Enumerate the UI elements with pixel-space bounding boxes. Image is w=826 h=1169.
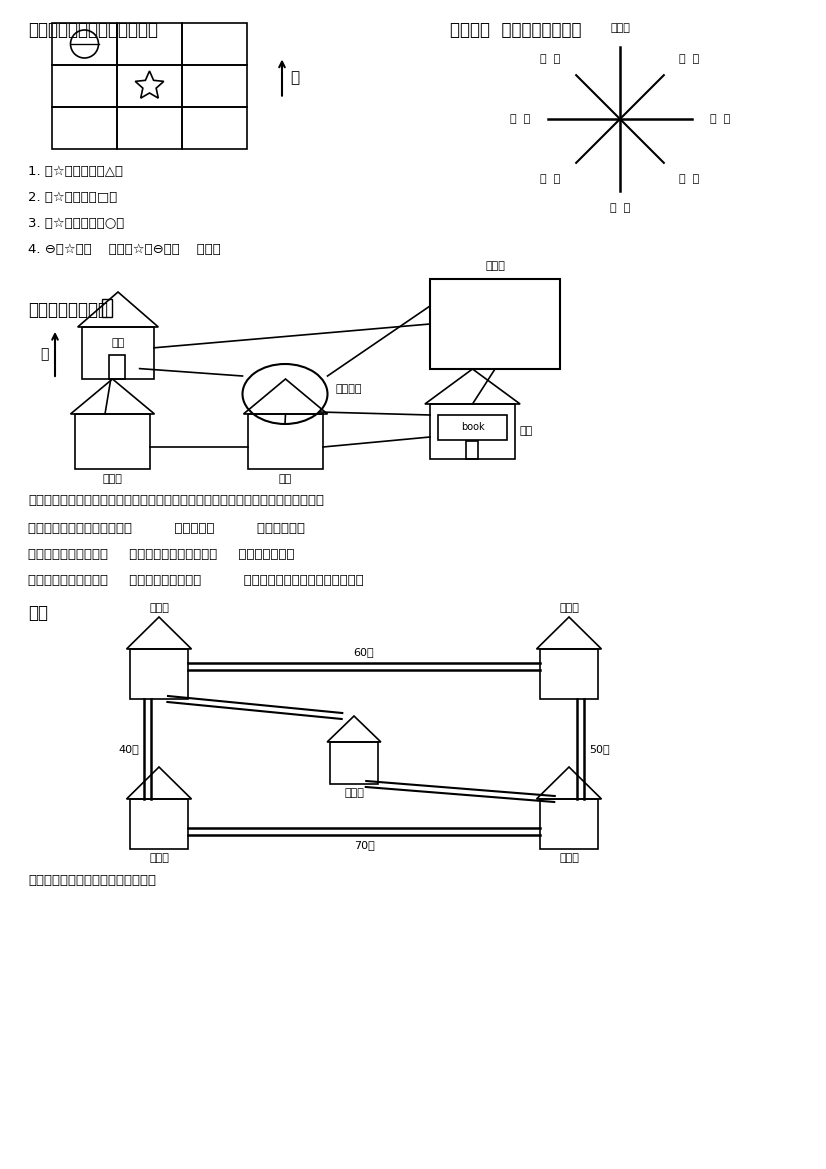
Bar <box>75 414 150 469</box>
Text: 小鹿家: 小鹿家 <box>149 853 169 863</box>
Text: 小狗家: 小狗家 <box>559 603 579 613</box>
Text: （  ）: （ ） <box>510 115 530 124</box>
Text: ⑴从甜品屋出发，向北走到（          ），再向（          ）走到电影院: ⑴从甜品屋出发，向北走到（ ），再向（ ）走到电影院 <box>28 523 305 535</box>
Text: （  ）: （ ） <box>540 54 561 63</box>
Text: 花店: 花店 <box>279 473 292 484</box>
Bar <box>540 649 598 699</box>
Bar <box>182 65 247 108</box>
Text: 北: 北 <box>40 347 49 361</box>
Text: （  ）: （ ） <box>679 54 700 63</box>
Bar <box>248 414 323 469</box>
Bar <box>438 415 507 440</box>
Bar <box>52 65 117 108</box>
Bar <box>130 798 188 849</box>
Bar <box>182 108 247 148</box>
Text: ⑶从甜品屋出发，向（     ）走到花店，再向（          ）走到书店，再向北走到电影院。: ⑶从甜品屋出发，向（ ）走到花店，再向（ ）走到书店，再向北走到电影院。 <box>28 574 363 587</box>
Bar <box>102 299 112 317</box>
Bar <box>82 327 154 379</box>
Bar <box>330 742 378 784</box>
Text: 小猪要到小猴家玩，它可以怎么走？: 小猪要到小猴家玩，它可以怎么走？ <box>28 874 156 887</box>
Text: 北: 北 <box>290 70 299 85</box>
Bar <box>52 108 117 148</box>
Text: 甜品屋: 甜品屋 <box>102 473 122 484</box>
Text: 衔心花园: 衔心花园 <box>335 383 362 394</box>
Text: 60米: 60米 <box>354 646 374 657</box>
Bar <box>130 649 188 699</box>
Bar <box>117 23 182 65</box>
Text: 电影院: 电影院 <box>485 261 505 271</box>
Bar <box>117 108 182 148</box>
Text: 一、在（  ）里填出八个方向: 一、在（ ）里填出八个方向 <box>450 21 582 39</box>
Bar <box>430 404 515 459</box>
Text: 红红从甜品屋出发到电影院，她可以有下面几种走法。请把红红的行走路线填完整。: 红红从甜品屋出发到电影院，她可以有下面几种走法。请把红红的行走路线填完整。 <box>28 494 324 507</box>
Text: （  ）: （ ） <box>540 174 561 185</box>
Text: 二、按要求画图形，并填一填: 二、按要求画图形，并填一填 <box>28 21 158 39</box>
Bar <box>540 798 598 849</box>
Bar <box>109 355 126 379</box>
Text: book: book <box>461 422 484 433</box>
Text: 3. 在☆的东北面画○。: 3. 在☆的东北面画○。 <box>28 217 124 230</box>
Text: 小兔家: 小兔家 <box>344 788 364 798</box>
Text: （北）: （北） <box>610 23 630 33</box>
Text: 小猪家: 小猪家 <box>149 603 169 613</box>
Text: 4. ⊖在☆的（    ）面，☆在⊖的（    ）面。: 4. ⊖在☆的（ ）面，☆在⊖的（ ）面。 <box>28 243 221 256</box>
Bar <box>430 279 560 369</box>
Text: 50米: 50米 <box>589 743 610 754</box>
Bar <box>52 23 117 65</box>
Text: ⑵从甜品屋出发，向（     ）走到衔心花园，再向（     ）走到电影院。: ⑵从甜品屋出发，向（ ）走到衔心花园，再向（ ）走到电影院。 <box>28 548 295 561</box>
Text: 70米: 70米 <box>354 841 374 850</box>
Text: 书店: 书店 <box>520 427 534 436</box>
Text: （  ）: （ ） <box>610 203 630 213</box>
Text: 小猴家: 小猴家 <box>559 853 579 863</box>
Text: （  ）: （ ） <box>679 174 700 185</box>
Text: 40米: 40米 <box>118 743 139 754</box>
Text: （  ）: （ ） <box>710 115 730 124</box>
Text: 2. 在☆的西面画□。: 2. 在☆的西面画□。 <box>28 191 117 205</box>
Text: 四、看路线图填空: 四、看路线图填空 <box>28 300 108 319</box>
Text: 1. 在☆的东南面画△。: 1. 在☆的东南面画△。 <box>28 165 123 178</box>
Bar <box>466 441 477 459</box>
Text: 布店: 布店 <box>112 338 125 348</box>
Bar <box>117 65 182 108</box>
Text: 七、: 七、 <box>28 604 48 622</box>
Bar <box>182 23 247 65</box>
